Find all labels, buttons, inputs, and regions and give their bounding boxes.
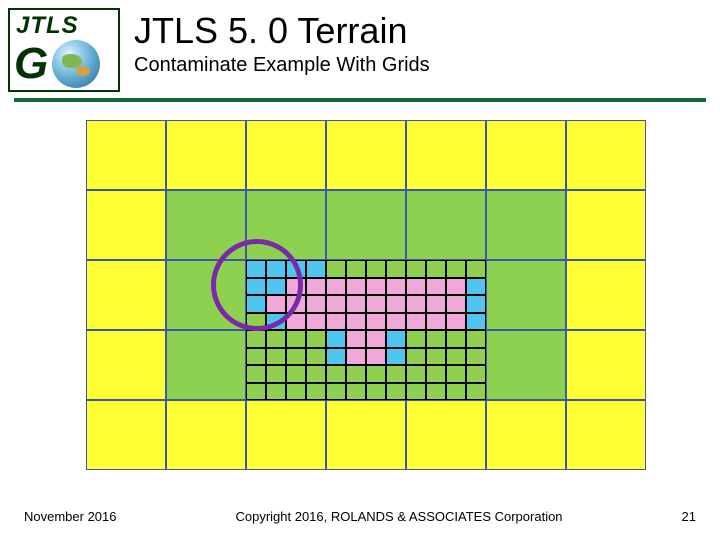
coarse-cell: [86, 190, 166, 260]
coarse-cell: [86, 260, 166, 330]
coarse-cell: [326, 190, 406, 260]
coarse-cell: [246, 120, 326, 190]
coarse-cell: [566, 190, 646, 260]
coarse-cell: [166, 120, 246, 190]
coarse-cell: [406, 260, 486, 330]
coarse-cell: [566, 400, 646, 470]
coarse-cell: [566, 120, 646, 190]
coarse-cell: [246, 330, 326, 400]
globe-icon: [52, 40, 100, 88]
page-subtitle: Contaminate Example With Grids: [134, 54, 430, 77]
coarse-cell: [326, 120, 406, 190]
coarse-cell: [246, 400, 326, 470]
logo-bottom-row: G: [10, 40, 118, 92]
coarse-cell: [326, 260, 406, 330]
footer-date: November 2016: [24, 509, 117, 524]
coarse-cell: [486, 190, 566, 260]
coarse-cell: [406, 400, 486, 470]
coarse-grid: [86, 120, 646, 470]
coarse-cell: [86, 120, 166, 190]
coarse-cell: [166, 400, 246, 470]
coarse-cell: [486, 330, 566, 400]
logo-letter: G: [14, 42, 48, 86]
coarse-cell: [486, 120, 566, 190]
coarse-cell: [406, 330, 486, 400]
coarse-cell: [326, 330, 406, 400]
terrain-diagram: [86, 120, 646, 470]
logo-text-top: JTLS: [10, 10, 118, 40]
coarse-cell: [166, 330, 246, 400]
footer-page-number: 21: [682, 509, 696, 524]
logo: JTLS G: [8, 8, 120, 92]
coarse-cell: [86, 330, 166, 400]
coarse-cell: [486, 260, 566, 330]
divider: [14, 98, 706, 102]
coarse-cell: [86, 400, 166, 470]
footer-copyright: Copyright 2016, ROLANDS & ASSOCIATES Cor…: [117, 509, 682, 524]
coarse-cell: [406, 120, 486, 190]
coarse-cell: [486, 400, 566, 470]
coarse-cell: [566, 260, 646, 330]
footer: November 2016 Copyright 2016, ROLANDS & …: [0, 509, 720, 524]
page-title: JTLS 5. 0 Terrain: [134, 10, 430, 52]
coarse-cell: [566, 330, 646, 400]
coarse-cell: [406, 190, 486, 260]
contaminate-circle: [211, 239, 303, 331]
header: JTLS G JTLS 5. 0 Terrain Contaminate Exa…: [0, 0, 720, 92]
title-block: JTLS 5. 0 Terrain Contaminate Example Wi…: [134, 8, 430, 77]
coarse-cell: [326, 400, 406, 470]
